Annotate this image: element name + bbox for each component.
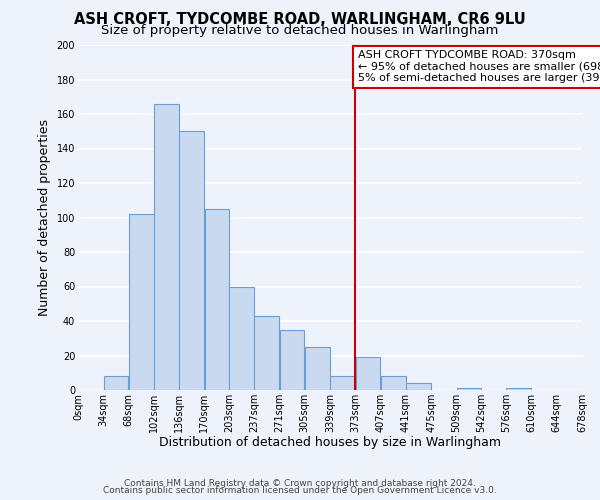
Bar	[305, 347, 330, 390]
Bar	[129, 214, 154, 390]
Bar	[356, 357, 380, 390]
Bar	[457, 388, 481, 390]
X-axis label: Distribution of detached houses by size in Warlingham: Distribution of detached houses by size …	[159, 436, 501, 450]
Text: Size of property relative to detached houses in Warlingham: Size of property relative to detached ho…	[101, 24, 499, 37]
Bar	[104, 376, 128, 390]
Bar	[205, 209, 229, 390]
Bar	[280, 330, 304, 390]
Bar	[179, 131, 204, 390]
Text: ASH CROFT, TYDCOMBE ROAD, WARLINGHAM, CR6 9LU: ASH CROFT, TYDCOMBE ROAD, WARLINGHAM, CR…	[74, 12, 526, 28]
Bar	[406, 383, 431, 390]
Bar	[330, 376, 355, 390]
Bar	[229, 286, 254, 390]
Bar	[381, 376, 406, 390]
Bar	[154, 104, 179, 390]
Bar	[254, 316, 279, 390]
Bar	[506, 388, 531, 390]
Text: Contains public sector information licensed under the Open Government Licence v3: Contains public sector information licen…	[103, 486, 497, 495]
Text: Contains HM Land Registry data © Crown copyright and database right 2024.: Contains HM Land Registry data © Crown c…	[124, 478, 476, 488]
Y-axis label: Number of detached properties: Number of detached properties	[38, 119, 51, 316]
Text: ASH CROFT TYDCOMBE ROAD: 370sqm
← 95% of detached houses are smaller (698)
5% of: ASH CROFT TYDCOMBE ROAD: 370sqm ← 95% of…	[358, 50, 600, 84]
